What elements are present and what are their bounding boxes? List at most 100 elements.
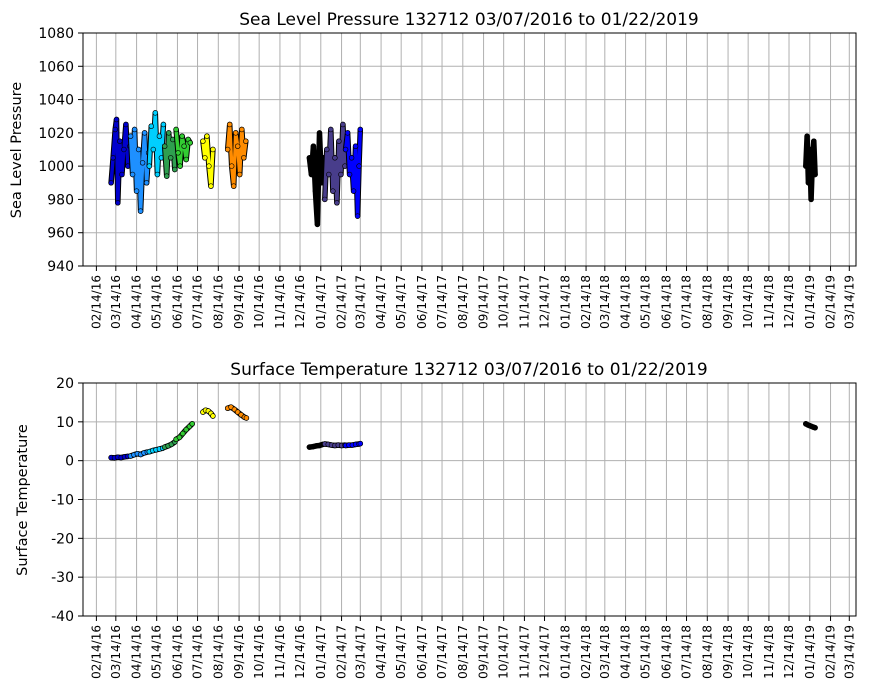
data-point bbox=[137, 208, 144, 214]
data-marks bbox=[108, 404, 818, 461]
data-point bbox=[231, 183, 237, 189]
data-point bbox=[330, 188, 336, 194]
data-point bbox=[117, 138, 123, 144]
x-tick-label: 11/14/16 bbox=[273, 625, 287, 679]
data-point bbox=[237, 171, 243, 178]
x-tick-label: 08/14/17 bbox=[456, 275, 470, 329]
y-tick-label: 1060 bbox=[38, 59, 74, 75]
y-tick-label: 980 bbox=[47, 192, 74, 208]
data-point bbox=[227, 121, 233, 128]
y-tick-label: 0 bbox=[65, 454, 74, 470]
x-tick-label: 02/14/16 bbox=[89, 625, 103, 679]
data-point bbox=[809, 155, 816, 161]
y-tick-label: -30 bbox=[51, 570, 74, 586]
data-point bbox=[326, 171, 332, 178]
data-point bbox=[310, 143, 317, 149]
x-tick-label: 11/14/18 bbox=[762, 625, 776, 679]
x-tick-label: 10/14/18 bbox=[741, 625, 755, 679]
x-tick-label: 12/14/18 bbox=[782, 275, 796, 329]
x-tick-label: 11/14/18 bbox=[762, 275, 776, 329]
data-point bbox=[112, 126, 118, 133]
x-tick-label: 10/14/16 bbox=[252, 625, 266, 679]
y-tick-label: 1020 bbox=[38, 126, 74, 142]
data-point bbox=[225, 146, 231, 153]
y-tick-label: -20 bbox=[51, 531, 74, 547]
data-point bbox=[346, 171, 353, 178]
data-point bbox=[229, 163, 235, 169]
y-tick-label: -10 bbox=[51, 493, 74, 509]
data-point bbox=[152, 110, 159, 116]
x-tick-label: 05/14/17 bbox=[394, 625, 408, 679]
series-line bbox=[225, 122, 248, 188]
data-point bbox=[175, 150, 181, 156]
data-point bbox=[162, 143, 168, 149]
series-line bbox=[804, 134, 817, 202]
x-tick-label: 04/14/18 bbox=[619, 625, 633, 679]
data-point bbox=[312, 188, 319, 194]
data-point bbox=[146, 163, 153, 169]
x-tick-label: 06/14/16 bbox=[170, 275, 184, 329]
data-point bbox=[241, 155, 247, 161]
data-point bbox=[239, 126, 245, 133]
data-point bbox=[160, 121, 167, 128]
x-tick-label: 11/14/17 bbox=[517, 275, 531, 329]
data-point bbox=[135, 146, 142, 153]
x-tick-label: 03/14/16 bbox=[109, 275, 123, 329]
x-tick-label: 03/14/17 bbox=[353, 625, 367, 679]
data-point bbox=[172, 166, 178, 173]
grid-lines bbox=[83, 382, 856, 617]
data-point bbox=[154, 171, 161, 178]
data-point bbox=[139, 160, 146, 166]
x-axis-ticks: 02/14/16 03/14/16 04/14/16 05/14/16 06/14/16… bbox=[89, 616, 856, 679]
x-tick-label: 02/14/19 bbox=[824, 275, 838, 329]
x-tick-label: 07/14/18 bbox=[680, 625, 694, 679]
x-tick-label: 10/14/17 bbox=[497, 275, 511, 329]
x-tick-label: 03/14/19 bbox=[842, 625, 856, 679]
x-tick-label: 03/14/18 bbox=[598, 275, 612, 329]
data-point bbox=[314, 221, 321, 228]
data-point bbox=[306, 155, 313, 161]
y-tick-label: 1000 bbox=[38, 159, 74, 175]
data-point bbox=[328, 126, 334, 133]
data-point bbox=[156, 133, 163, 139]
x-tick-label: 07/14/17 bbox=[435, 625, 449, 679]
data-point bbox=[187, 140, 193, 146]
data-point bbox=[148, 123, 155, 129]
x-tick-label: 01/14/19 bbox=[803, 275, 817, 329]
data-point bbox=[354, 213, 361, 219]
data-point bbox=[206, 163, 212, 169]
data-point bbox=[342, 146, 349, 153]
x-tick-label: 01/14/18 bbox=[558, 275, 572, 329]
data-point bbox=[121, 146, 127, 153]
data-point bbox=[168, 155, 174, 161]
data-point bbox=[316, 130, 323, 136]
data-point bbox=[338, 171, 344, 178]
data-point bbox=[133, 188, 140, 194]
data-point bbox=[308, 171, 315, 178]
data-point bbox=[210, 146, 216, 153]
x-tick-label: 07/14/16 bbox=[191, 625, 205, 679]
data-point bbox=[189, 421, 195, 427]
data-point bbox=[164, 173, 170, 179]
data-point bbox=[243, 415, 250, 421]
data-point bbox=[233, 130, 239, 136]
data-point bbox=[143, 180, 150, 186]
grid-lines bbox=[83, 32, 856, 267]
x-tick-label: 09/14/17 bbox=[477, 275, 491, 329]
x-tick-label: 12/14/16 bbox=[293, 625, 307, 679]
data-point bbox=[177, 163, 183, 169]
data-point bbox=[113, 116, 120, 123]
x-tick-label: 08/14/16 bbox=[211, 275, 225, 329]
data-marks bbox=[108, 110, 818, 228]
series-line bbox=[162, 131, 177, 178]
data-point bbox=[336, 138, 342, 144]
x-tick-label: 12/14/16 bbox=[293, 275, 307, 329]
x-tick-label: 02/14/16 bbox=[89, 275, 103, 329]
surface-temperature-panel: Surface Temperature 132712 03/07/2016 to… bbox=[15, 360, 857, 679]
data-point bbox=[150, 146, 157, 153]
x-axis-ticks: 02/14/16 03/14/16 04/14/16 05/14/16 06/14/16… bbox=[89, 266, 856, 329]
data-point bbox=[352, 143, 359, 149]
x-tick-label: 04/14/17 bbox=[374, 625, 388, 679]
data-point bbox=[348, 155, 355, 161]
